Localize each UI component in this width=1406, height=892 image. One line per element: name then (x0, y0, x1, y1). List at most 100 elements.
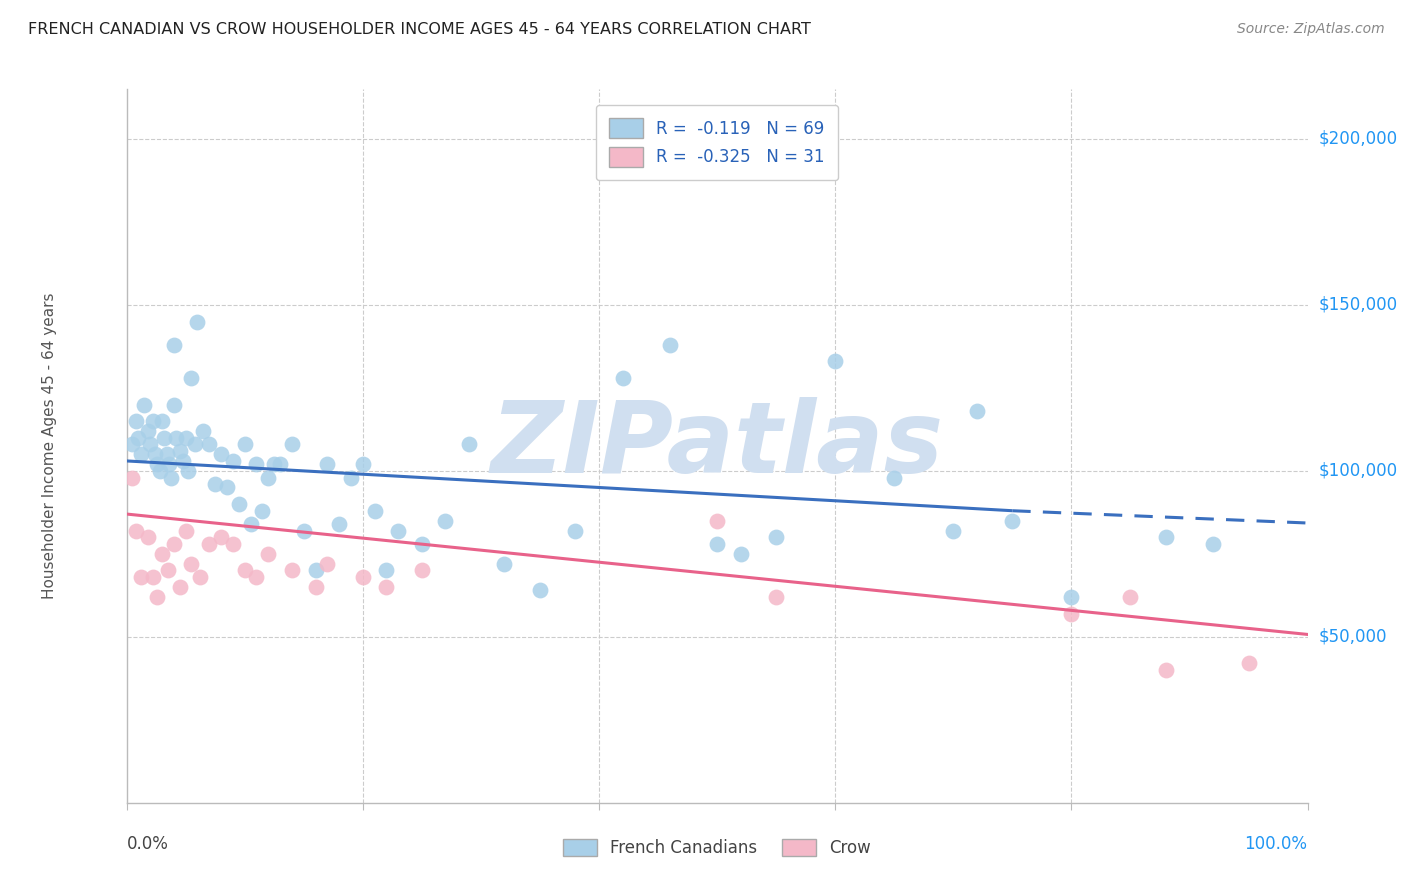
Point (375, 564, 398, 578)
Point (121, 437, 143, 451)
Point (411, 537, 433, 551)
Point (160, 470, 183, 484)
Text: $150,000: $150,000 (1319, 296, 1398, 314)
Point (121, 470, 143, 484)
Point (177, 464, 200, 478)
Text: FRENCH CANADIAN VS CROW HOUSEHOLDER INCOME AGES 45 - 64 YEARS CORRELATION CHART: FRENCH CANADIAN VS CROW HOUSEHOLDER INCO… (28, 22, 811, 37)
Point (129, 570, 152, 584)
Point (658, 338, 681, 352)
Point (316, 557, 339, 571)
Text: 0.0%: 0.0% (127, 835, 169, 853)
Point (180, 557, 202, 571)
Point (564, 524, 586, 538)
Point (193, 424, 215, 438)
Point (141, 570, 163, 584)
Point (198, 437, 221, 451)
Point (143, 447, 166, 461)
Point (233, 564, 256, 578)
Point (157, 457, 180, 471)
Point (156, 447, 179, 461)
Point (174, 524, 197, 538)
Legend: French Canadians, Crow: French Canadians, Crow (555, 831, 879, 866)
Point (125, 524, 148, 538)
Point (340, 470, 363, 484)
Point (141, 414, 163, 428)
Point (263, 457, 285, 471)
Point (172, 454, 194, 468)
Point (186, 314, 208, 328)
Point (458, 437, 481, 451)
Point (824, 354, 846, 368)
Point (136, 530, 159, 544)
Point (966, 404, 988, 418)
Point (209, 447, 232, 461)
Point (252, 504, 274, 518)
Point (239, 516, 262, 531)
Point (942, 524, 965, 538)
Point (281, 437, 304, 451)
Point (127, 431, 149, 445)
Point (352, 570, 374, 584)
Point (304, 580, 326, 594)
Point (411, 564, 433, 578)
Point (146, 590, 169, 604)
Point (165, 431, 187, 445)
Point (153, 431, 176, 445)
Point (269, 457, 291, 471)
Point (184, 437, 207, 451)
Point (222, 537, 245, 551)
Point (612, 371, 634, 385)
Point (352, 457, 374, 471)
Point (765, 530, 787, 544)
Point (1154, 663, 1177, 677)
Point (149, 464, 172, 478)
Point (730, 547, 752, 561)
Point (228, 497, 250, 511)
Point (1001, 514, 1024, 528)
Point (169, 444, 191, 458)
Point (765, 590, 787, 604)
Point (292, 524, 315, 538)
Point (1202, 537, 1225, 551)
Point (494, 557, 516, 571)
Point (257, 547, 280, 561)
Point (198, 537, 221, 551)
Point (1154, 530, 1177, 544)
Text: Source: ZipAtlas.com: Source: ZipAtlas.com (1237, 22, 1385, 37)
Point (156, 564, 179, 578)
Point (387, 524, 409, 538)
Point (706, 537, 728, 551)
Point (245, 570, 267, 584)
Point (209, 530, 232, 544)
Text: 100.0%: 100.0% (1244, 835, 1308, 853)
Point (1060, 590, 1083, 604)
Text: Householder Income Ages 45 - 64 years: Householder Income Ages 45 - 64 years (42, 293, 58, 599)
Point (375, 580, 398, 594)
Point (180, 371, 202, 385)
Point (150, 414, 173, 428)
Point (363, 504, 385, 518)
Point (169, 580, 191, 594)
Point (257, 470, 280, 484)
Point (150, 547, 173, 561)
Point (163, 537, 186, 551)
Point (1119, 590, 1142, 604)
Point (125, 414, 148, 428)
Point (245, 457, 267, 471)
Point (204, 477, 226, 491)
Point (139, 437, 162, 451)
Point (883, 470, 905, 484)
Point (163, 338, 186, 352)
Point (163, 397, 186, 411)
Point (304, 564, 326, 578)
Point (529, 583, 551, 598)
Point (146, 457, 169, 471)
Point (134, 397, 156, 411)
Point (316, 457, 339, 471)
Point (188, 570, 211, 584)
Text: $50,000: $50,000 (1319, 628, 1388, 646)
Point (174, 431, 197, 445)
Point (222, 454, 245, 468)
Point (129, 447, 152, 461)
Point (1060, 607, 1083, 621)
